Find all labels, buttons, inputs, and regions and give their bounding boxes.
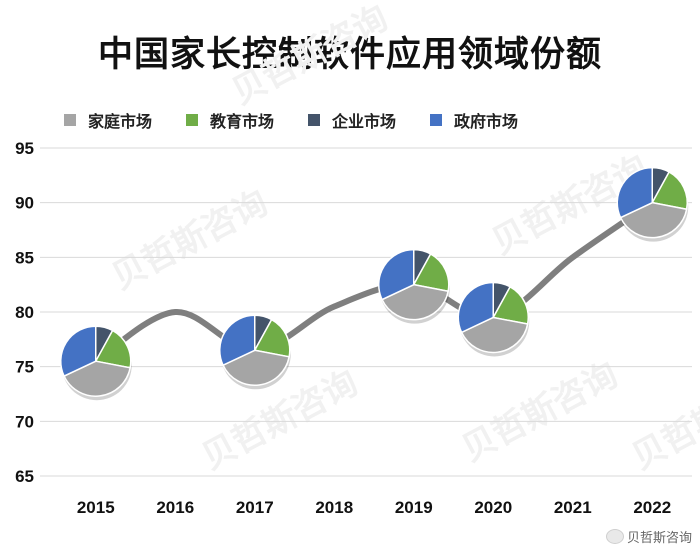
watermark-text: 贝哲斯咨询 (225, 0, 394, 113)
legend: 家庭市场 教育市场 企业市场 政府市场 (64, 108, 552, 132)
pie-slice (381, 283, 450, 321)
pie-markers (60, 166, 689, 401)
legend-item-education: 教育市场 (186, 108, 274, 132)
chart-title: 中国家长控制软件应用领域份额 (97, 35, 602, 75)
weibo-icon (605, 529, 624, 544)
x-tick-label: 2018 (315, 498, 353, 517)
pie-2017 (219, 314, 291, 390)
pie-slice (651, 170, 688, 211)
pie-slice (457, 281, 494, 334)
pie-2019 (378, 248, 450, 324)
pie-slice (619, 201, 688, 239)
pie-slice (460, 316, 529, 354)
x-tick-label: 2022 (633, 498, 671, 517)
pie-slice (412, 252, 450, 293)
x-tick-label: 2021 (554, 498, 592, 517)
legend-swatch-education (186, 114, 199, 126)
legend-swatch-enterprise (308, 114, 321, 126)
gridlines (40, 147, 692, 477)
watermark-text: 贝哲斯咨询 (195, 363, 364, 478)
legend-label-home: 家庭市场 (88, 112, 153, 131)
y-axis-ticks: 95 90 85 80 75 70 65 (15, 139, 34, 486)
watermark-text: 贝哲斯咨询 (105, 183, 274, 298)
source-credit-text: 贝哲斯咨询 (626, 531, 692, 546)
watermark-text: 贝哲斯咨询 (625, 363, 700, 478)
legend-item-home: 家庭市场 (64, 108, 152, 132)
legend-swatch-government (430, 114, 443, 126)
pie-slice (616, 166, 653, 219)
x-tick-label: 2015 (77, 498, 115, 517)
legend-label-enterprise: 企业市场 (332, 112, 397, 131)
pie-slice (253, 318, 291, 358)
x-tick-label: 2019 (395, 498, 433, 517)
legend-label-education: 教育市场 (210, 112, 275, 131)
x-tick-label: 2016 (156, 498, 194, 517)
legend-label-government: 政府市场 (454, 112, 519, 131)
x-tick-label: 2017 (236, 498, 274, 517)
legend-item-enterprise: 企业市场 (308, 108, 396, 132)
y-tick-label: 85 (15, 248, 34, 267)
y-tick-label: 80 (15, 303, 34, 322)
legend-item-government: 政府市场 (430, 108, 518, 132)
pie-slice (94, 329, 132, 369)
y-tick-label: 65 (15, 467, 34, 486)
legend-swatch-home (64, 114, 76, 126)
x-tick-label: 2020 (474, 498, 512, 517)
pie-slice (219, 314, 256, 367)
source-credit: 贝哲斯咨询 (605, 527, 692, 546)
y-tick-label: 70 (15, 412, 34, 431)
pie-2022 (616, 166, 689, 242)
pie-slice (63, 360, 132, 397)
pie-slice (492, 285, 529, 325)
trend-line (92, 199, 656, 365)
y-tick-label: 75 (15, 358, 34, 377)
watermark-text: 贝哲斯咨询 (455, 355, 624, 470)
pie-2015 (60, 325, 132, 401)
pie-slice (222, 349, 291, 387)
y-tick-label: 90 (15, 194, 34, 213)
pie-2020 (457, 281, 530, 357)
pie-slice (378, 248, 415, 301)
x-axis-ticks: 2015 2016 2017 2018 2019 2020 2021 2022 (77, 498, 671, 517)
y-tick-label: 95 (15, 139, 34, 158)
pie-slice (60, 325, 97, 378)
